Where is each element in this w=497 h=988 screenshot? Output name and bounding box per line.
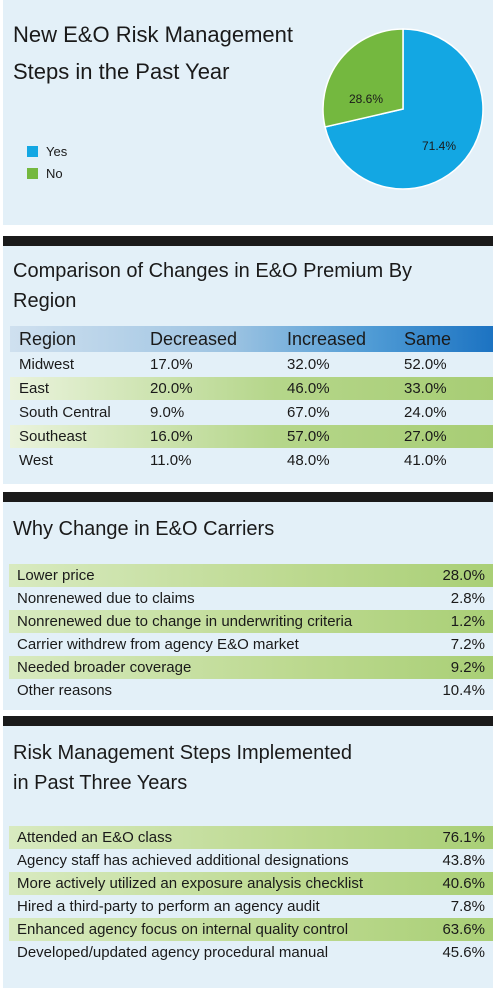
list-item-value: 45.6% bbox=[442, 944, 485, 961]
cell-increased: 32.0% bbox=[287, 356, 330, 373]
list-item-label: Developed/updated agency procedural manu… bbox=[17, 944, 329, 961]
list-item-label: Agency staff has achieved additional des… bbox=[17, 852, 349, 869]
list-item-label: Lower price bbox=[17, 567, 95, 584]
list-item: Needed broader coverage 9.2% bbox=[9, 656, 493, 679]
list-item-label: Needed broader coverage bbox=[17, 659, 192, 676]
legend-swatch-no bbox=[27, 167, 38, 179]
list-item-value: 40.6% bbox=[442, 875, 485, 892]
cell-decreased: 20.0% bbox=[150, 380, 193, 397]
steps-title-line1: Risk Management Steps Implemented bbox=[13, 742, 353, 764]
pie-slice-no bbox=[322, 28, 404, 128]
list-item: Other reasons 10.4% bbox=[9, 679, 493, 702]
legend-swatch-yes bbox=[27, 145, 38, 157]
pie-title-line2: Steps in the Past Year bbox=[13, 59, 230, 84]
cell-same: 52.0% bbox=[404, 356, 447, 373]
list-item-label: Carrier withdrew from agency E&O market bbox=[17, 636, 299, 653]
list-item-value: 43.8% bbox=[442, 852, 485, 869]
list-item: Agency staff has achieved additional des… bbox=[9, 849, 493, 872]
table-row: South Central 9.0% 67.0% 24.0% bbox=[10, 401, 493, 424]
table-row: Midwest 17.0% 32.0% 52.0% bbox=[10, 353, 493, 376]
legend-item-no: No bbox=[27, 162, 67, 184]
list-item-value: 76.1% bbox=[442, 829, 485, 846]
header-region: Region bbox=[19, 328, 77, 349]
legend-label-no: No bbox=[46, 165, 63, 181]
list-item-value: 7.8% bbox=[450, 898, 485, 915]
list-item-value: 7.2% bbox=[450, 636, 485, 653]
region-table-panel: Comparison of Changes in E&O Premium By … bbox=[3, 236, 493, 484]
list-item-label: Enhanced agency focus on internal qualit… bbox=[17, 921, 349, 938]
list-item-value: 1.2% bbox=[450, 613, 485, 630]
list-item-label: Other reasons bbox=[17, 682, 113, 699]
pie-chart: 71.4% 28.6% bbox=[322, 28, 484, 190]
legend-item-yes: Yes bbox=[27, 140, 67, 162]
header-decreased: Decreased bbox=[150, 328, 238, 349]
pie-slice-yes bbox=[324, 28, 484, 190]
region-table-title-line1: Comparison of Changes in E&O Premium By bbox=[13, 260, 413, 282]
list-item-label: Nonrenewed due to claims bbox=[17, 590, 195, 607]
list-item-label: Attended an E&O class bbox=[17, 829, 173, 846]
table-row: Southeast 16.0% 57.0% 27.0% bbox=[10, 425, 493, 448]
cell-increased: 46.0% bbox=[287, 380, 330, 397]
header-same: Same bbox=[404, 328, 452, 349]
cell-same: 33.0% bbox=[404, 380, 447, 397]
carriers-panel: Why Change in E&O Carriers Lower price 2… bbox=[3, 492, 493, 710]
cell-region: East bbox=[19, 380, 50, 397]
region-table-header: Region Decreased Increased Same bbox=[10, 326, 493, 352]
cell-same: 24.0% bbox=[404, 404, 447, 421]
cell-decreased: 16.0% bbox=[150, 428, 193, 445]
list-item-value: 63.6% bbox=[442, 921, 485, 938]
cell-same: 41.0% bbox=[404, 452, 447, 469]
pie-label-yes: 71.4% bbox=[422, 139, 456, 153]
header-increased: Increased bbox=[287, 328, 367, 349]
list-item: Attended an E&O class 76.1% bbox=[9, 826, 493, 849]
carriers-title: Why Change in E&O Carriers bbox=[13, 518, 275, 540]
pie-panel: New E&O Risk Management Steps in the Pas… bbox=[3, 0, 493, 225]
pie-legend: Yes No bbox=[27, 140, 67, 184]
cell-increased: 48.0% bbox=[287, 452, 330, 469]
list-item: Hired a third-party to perform an agency… bbox=[9, 895, 493, 918]
pie-title-line1: New E&O Risk Management bbox=[13, 22, 293, 47]
region-table-title-line2: Region bbox=[13, 290, 77, 312]
list-item: Lower price 28.0% bbox=[9, 564, 493, 587]
list-item: Carrier withdrew from agency E&O market … bbox=[9, 633, 493, 656]
list-item-value: 2.8% bbox=[450, 590, 485, 607]
cell-increased: 67.0% bbox=[287, 404, 330, 421]
cell-decreased: 17.0% bbox=[150, 356, 193, 373]
list-item-label: More actively utilized an exposure analy… bbox=[17, 875, 363, 892]
list-item-value: 28.0% bbox=[442, 567, 485, 584]
pie-label-no: 28.6% bbox=[349, 92, 383, 106]
list-item-label: Hired a third-party to perform an agency… bbox=[17, 898, 320, 915]
cell-region: Midwest bbox=[19, 356, 75, 373]
cell-decreased: 9.0% bbox=[150, 404, 185, 421]
steps-title-line2: in Past Three Years bbox=[13, 772, 188, 794]
list-item: Nonrenewed due to change in underwriting… bbox=[9, 610, 493, 633]
cell-region: South Central bbox=[19, 404, 111, 421]
table-row: East 20.0% 46.0% 33.0% bbox=[10, 377, 493, 400]
cell-decreased: 11.0% bbox=[150, 452, 192, 469]
list-item: Developed/updated agency procedural manu… bbox=[9, 941, 493, 964]
list-item-value: 9.2% bbox=[450, 659, 485, 676]
list-item-value: 10.4% bbox=[442, 682, 485, 699]
cell-same: 27.0% bbox=[404, 428, 447, 445]
list-item: More actively utilized an exposure analy… bbox=[9, 872, 493, 895]
legend-label-yes: Yes bbox=[46, 143, 68, 159]
list-item-label: Nonrenewed due to change in underwriting… bbox=[17, 613, 353, 630]
table-row: West 11.0% 48.0% 41.0% bbox=[10, 449, 493, 472]
list-item: Enhanced agency focus on internal qualit… bbox=[9, 918, 493, 941]
cell-increased: 57.0% bbox=[287, 428, 330, 445]
steps-panel: Risk Management Steps Implemented in Pas… bbox=[3, 716, 493, 988]
list-item: Nonrenewed due to claims 2.8% bbox=[9, 587, 493, 610]
cell-region: Southeast bbox=[19, 428, 87, 445]
cell-region: West bbox=[19, 452, 53, 469]
